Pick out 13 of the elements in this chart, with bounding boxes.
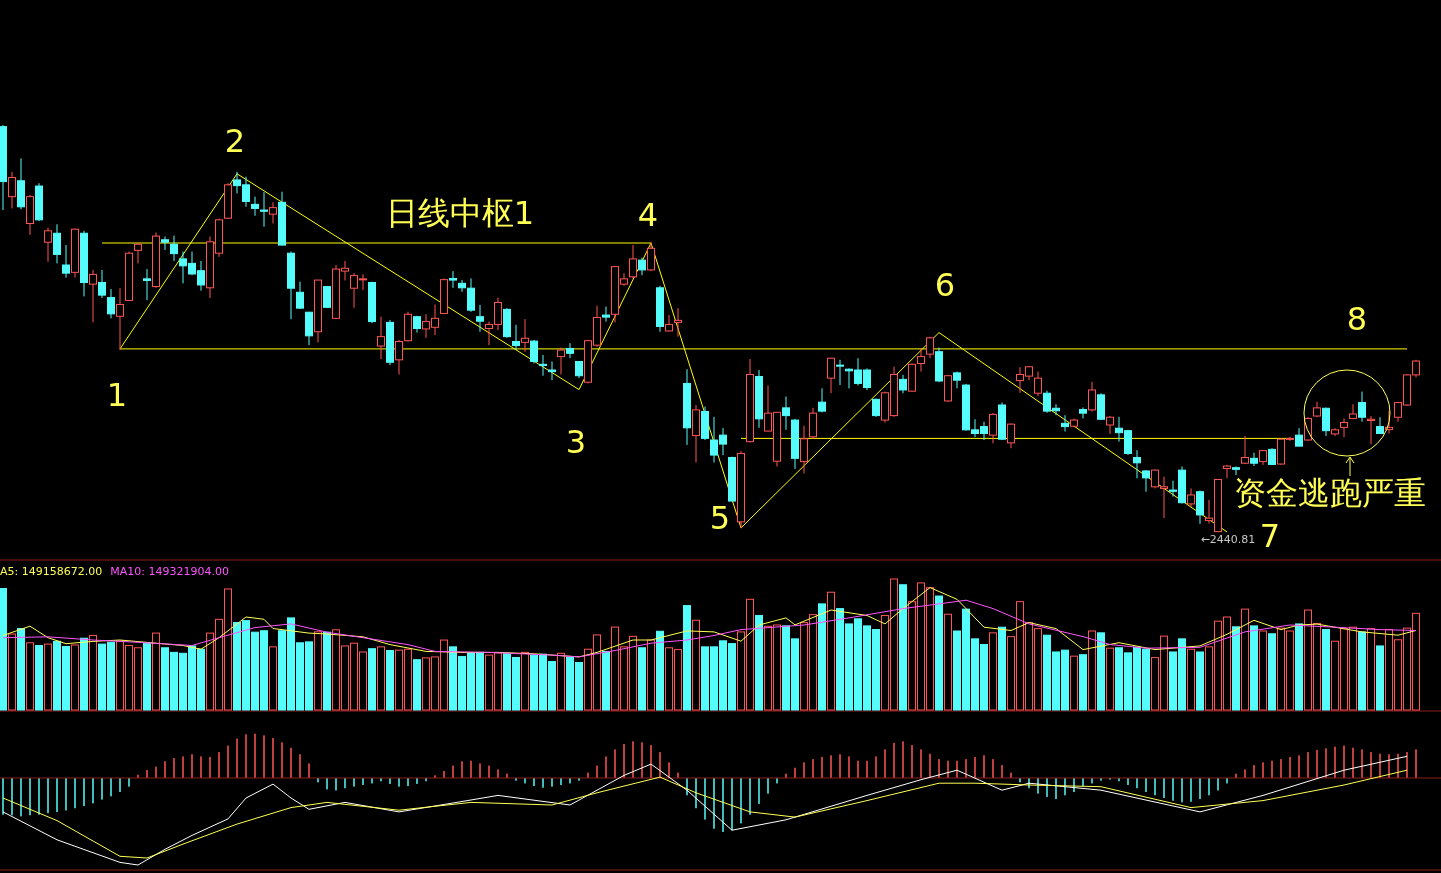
- annotation: 5: [709, 499, 731, 537]
- annotation: 2: [224, 122, 246, 160]
- annotation: 日线中枢1: [385, 194, 535, 232]
- annotation: 8: [1346, 300, 1368, 338]
- annotation: 3: [565, 423, 587, 461]
- text: MA10: 149321904.00: [110, 565, 229, 578]
- text: ←2440.81: [1200, 533, 1256, 546]
- text: A5: 149158672.00: [0, 565, 103, 578]
- annotation: 4: [637, 196, 659, 234]
- annotation: 1: [106, 376, 128, 414]
- annotation: 7: [1259, 517, 1281, 555]
- annotation: 6: [934, 266, 956, 304]
- annotation: 资金逃跑严重: [1234, 474, 1426, 512]
